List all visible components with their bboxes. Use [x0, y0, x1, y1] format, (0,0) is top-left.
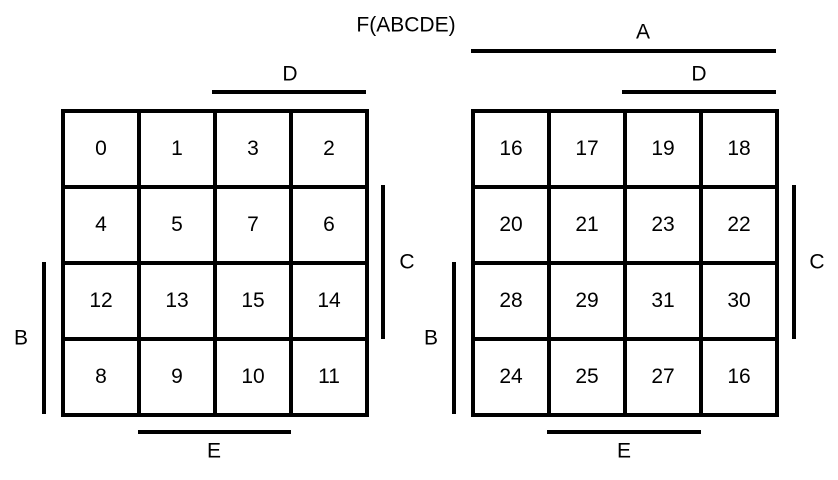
map-0-e-label: E — [206, 439, 222, 463]
map-0-cell: 4 — [61, 185, 141, 265]
map-0-cell: 9 — [137, 337, 217, 417]
map-1-c-label: C — [809, 250, 825, 274]
map-0-d-label: D — [282, 62, 298, 86]
map-1-d-label: D — [691, 62, 707, 86]
map-1-cell: 24 — [471, 337, 551, 417]
map-1-cell: 31 — [623, 261, 703, 341]
map-1-cell: 28 — [471, 261, 551, 341]
map-0-row: 12 13 15 14 — [61, 261, 369, 341]
map-1-cell: 17 — [547, 109, 627, 189]
map-1-cell: 21 — [547, 185, 627, 265]
map-0-cell: 11 — [289, 337, 369, 417]
map-1-e-bar — [547, 430, 701, 434]
map-0-cell: 2 — [289, 109, 369, 189]
map-0-cell: 15 — [213, 261, 293, 341]
map-1-row: 24 25 27 16 — [471, 337, 779, 417]
map-1-grid: 16 17 19 18 20 21 23 22 28 29 31 30 24 2… — [471, 109, 779, 417]
map-1-cell: 23 — [623, 185, 703, 265]
map-1-cell: 18 — [699, 109, 779, 189]
map-1-cell: 22 — [699, 185, 779, 265]
map-1-cell: 19 — [623, 109, 703, 189]
map-1-b-bar — [452, 262, 456, 414]
map-0-row: 0 1 3 2 — [61, 109, 369, 189]
map-0-c-bar — [381, 185, 385, 339]
map-0-c-label: C — [399, 250, 415, 274]
map-1-cell: 20 — [471, 185, 551, 265]
map-1-cell: 25 — [547, 337, 627, 417]
map-1-a-label: A — [635, 20, 651, 44]
map-1-cell: 30 — [699, 261, 779, 341]
map-0-cell: 5 — [137, 185, 217, 265]
map-1-row: 28 29 31 30 — [471, 261, 779, 341]
map-1-cell: 27 — [623, 337, 703, 417]
map-0-row: 4 5 7 6 — [61, 185, 369, 265]
map-0-cell: 7 — [213, 185, 293, 265]
map-1-c-bar — [792, 185, 796, 339]
map-0-e-bar — [138, 430, 291, 434]
map-0-b-label: B — [13, 326, 29, 350]
map-1-b-label: B — [423, 326, 439, 350]
map-0-cell: 3 — [213, 109, 293, 189]
map-0-cell: 6 — [289, 185, 369, 265]
map-0-row: 8 9 10 11 — [61, 337, 369, 417]
map-0-d-bar — [212, 90, 366, 94]
map-0-cell: 10 — [213, 337, 293, 417]
map-0-cell: 0 — [61, 109, 141, 189]
map-1-a-bar — [471, 49, 776, 53]
map-1-e-label: E — [616, 439, 632, 463]
map-0-b-bar — [42, 262, 46, 414]
map-0-cell: 1 — [137, 109, 217, 189]
map-1-cell: 16 — [471, 109, 551, 189]
function-label: F(ABCDE) — [356, 13, 456, 37]
map-1-row: 16 17 19 18 — [471, 109, 779, 189]
map-1-d-bar — [622, 90, 776, 94]
map-1-cell: 16 — [699, 337, 779, 417]
map-0-cell: 12 — [61, 261, 141, 341]
map-0-cell: 8 — [61, 337, 141, 417]
map-1-row: 20 21 23 22 — [471, 185, 779, 265]
map-1-cell: 29 — [547, 261, 627, 341]
map-0-cell: 14 — [289, 261, 369, 341]
map-0-cell: 13 — [137, 261, 217, 341]
map-0-grid: 0 1 3 2 4 5 7 6 12 13 15 14 8 9 10 11 — [61, 109, 369, 417]
